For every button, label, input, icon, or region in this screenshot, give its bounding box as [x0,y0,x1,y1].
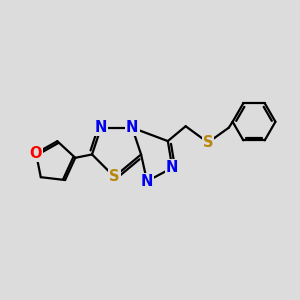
Text: O: O [30,146,42,161]
Text: S: S [109,169,120,184]
Text: N: N [166,160,178,175]
Text: N: N [95,120,107,135]
Text: N: N [141,174,153,189]
Text: S: S [203,135,213,150]
Text: N: N [126,120,138,135]
